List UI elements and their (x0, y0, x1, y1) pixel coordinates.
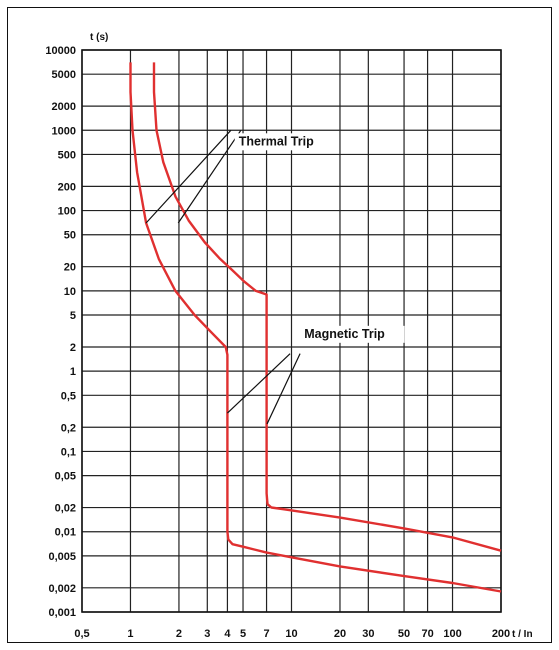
chart-series (129, 62, 502, 593)
x-tick-label: 10 (285, 628, 297, 640)
y-tick-label: 0,002 (48, 583, 76, 595)
y-tick-label: 0,5 (61, 390, 76, 402)
x-tick-label: 50 (398, 628, 410, 640)
y-tick-label: 0,001 (48, 607, 76, 619)
x-axis-label: t / In (512, 629, 533, 640)
annotation-label: Magnetic Trip (304, 327, 385, 341)
x-tick-label: 20 (334, 628, 346, 640)
chart-frame (7, 7, 552, 643)
y-tick-label: 2000 (52, 101, 76, 113)
annotation-pointer (177, 129, 242, 224)
y-tick-label: 0,1 (61, 446, 76, 458)
y-tick-label: 2 (70, 342, 76, 354)
x-tick-label: 7 (263, 628, 269, 640)
y-tick-label: 1 (70, 366, 76, 378)
x-tick-label: 0,5 (74, 628, 89, 640)
y-tick-label: 20 (64, 262, 76, 274)
y-tick-label: 0,05 (55, 471, 76, 483)
annotation-label: Thermal Trip (239, 134, 314, 148)
y-tick-label: 500 (58, 149, 76, 161)
annotation-bg (300, 325, 405, 343)
y-axis-label: t (s) (90, 32, 108, 43)
x-tick-label: 200 (492, 628, 510, 640)
y-tick-label: 10 (64, 286, 76, 298)
x-tick-label: 2 (176, 628, 182, 640)
y-tick-label: 5000 (52, 69, 76, 81)
y-tick-label: 0,01 (55, 527, 76, 539)
x-tick-label: 100 (443, 628, 461, 640)
x-tick-label: 70 (421, 628, 433, 640)
x-tick-label: 1 (127, 628, 133, 640)
trip-curve-2 (152, 62, 502, 552)
chart-tick-labels: 0,5 1 2 3 4 5 7 10 20 30 50 70 100 2000,0010,0020,005… (45, 45, 510, 640)
chart-annotations: Thermal Trip Magnetic Trip (145, 129, 405, 425)
y-tick-label: 1000 (52, 125, 76, 137)
plot-border (81, 49, 502, 613)
annotation-bg (234, 133, 332, 151)
y-tick-label: 10000 (45, 45, 76, 57)
x-tick-label: 4 (224, 628, 231, 640)
annotation-pointer (145, 129, 232, 224)
y-tick-label: 0,2 (61, 422, 76, 434)
x-tick-label: 3 (204, 628, 210, 640)
y-tick-label: 50 (64, 230, 76, 242)
x-tick-label: 30 (362, 628, 374, 640)
y-tick-label: 100 (58, 206, 76, 218)
annotation-pointer (266, 353, 301, 425)
y-tick-label: 5 (70, 310, 76, 322)
x-tick-label: 5 (240, 628, 246, 640)
y-tick-label: 0,005 (48, 551, 76, 563)
trip-curve-1 (129, 62, 502, 593)
y-tick-label: 0,02 (55, 503, 76, 515)
y-tick-label: 200 (58, 181, 76, 193)
annotation-pointer (227, 353, 291, 414)
